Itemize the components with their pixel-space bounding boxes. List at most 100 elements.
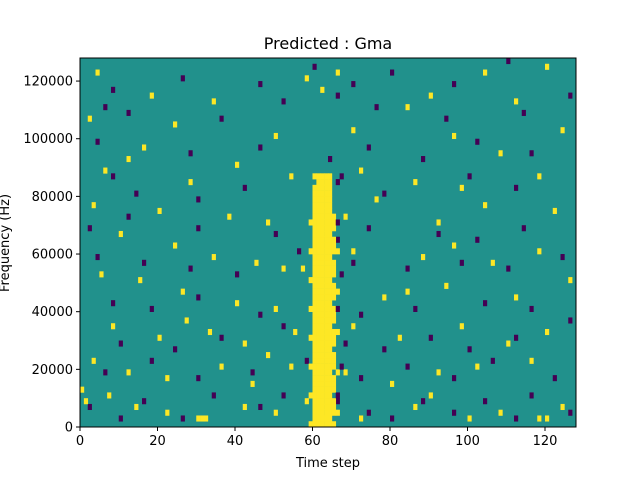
- heatmap-cell-high: [328, 277, 333, 284]
- heatmap-cell-high: [242, 340, 247, 347]
- heatmap-cell-high: [529, 357, 534, 364]
- heatmap-cell-high: [328, 190, 333, 197]
- heatmap-cell-high: [312, 415, 317, 422]
- heatmap-cell-low: [421, 156, 426, 163]
- heatmap-cell-high: [312, 202, 317, 209]
- heatmap-cell-high: [316, 346, 321, 353]
- heatmap-cell-high: [320, 248, 325, 255]
- heatmap-cell-high: [324, 236, 329, 243]
- heatmap-cell-high: [316, 375, 321, 382]
- heatmap-cell-high: [328, 242, 333, 249]
- heatmap-cell-low: [335, 219, 340, 226]
- x-tick-label: 0: [76, 434, 84, 449]
- heatmap-cell-high: [331, 213, 337, 220]
- heatmap-cell-high: [320, 213, 325, 220]
- heatmap-cell-high: [331, 311, 337, 318]
- heatmap-cell-high: [328, 173, 333, 180]
- heatmap-cell-low: [339, 363, 344, 370]
- heatmap-cell-low: [118, 340, 123, 347]
- heatmap-cell-low: [568, 92, 573, 99]
- heatmap-cell-high: [498, 409, 503, 416]
- heatmap-cell-high: [103, 167, 108, 174]
- heatmap-cell-high: [537, 415, 542, 422]
- heatmap-cell-low: [521, 225, 526, 232]
- heatmap-cell-high: [312, 357, 317, 364]
- heatmap-cell-high: [324, 242, 329, 249]
- heatmap-cell-high: [320, 173, 325, 180]
- heatmap-cell-high: [320, 254, 325, 261]
- heatmap-cell-high: [227, 213, 232, 220]
- heatmap-cell-low: [111, 300, 116, 307]
- heatmap-cell-high: [328, 323, 333, 330]
- heatmap-cell-high: [312, 369, 317, 376]
- heatmap-cell-low: [335, 398, 340, 405]
- heatmap-cell-high: [498, 150, 503, 157]
- heatmap-cell-high: [537, 248, 542, 255]
- heatmap-cell-high: [324, 219, 329, 226]
- heatmap-cell-low: [366, 225, 371, 232]
- heatmap-cell-high: [304, 398, 309, 405]
- heatmap-cell-high: [316, 300, 321, 307]
- heatmap-cell-high: [316, 179, 321, 186]
- heatmap-cell-low: [335, 305, 340, 312]
- heatmap-cell-high: [308, 334, 313, 341]
- heatmap-cell-high: [180, 288, 185, 295]
- heatmap-cell-high: [351, 248, 356, 255]
- heatmap-cell-high: [390, 380, 395, 387]
- heatmap-cell-high: [308, 277, 313, 284]
- heatmap-cell-high: [328, 369, 333, 376]
- heatmap-cell-low: [529, 150, 534, 157]
- y-tick-label: 0: [65, 421, 73, 436]
- heatmap-cell-low: [196, 375, 201, 382]
- heatmap-cell-high: [316, 311, 321, 318]
- heatmap-cell-high: [324, 184, 329, 191]
- heatmap-cell-high: [545, 63, 550, 70]
- heatmap-cell-high: [328, 248, 333, 255]
- heatmap-cell-low: [514, 415, 519, 422]
- heatmap-cell-high: [324, 369, 329, 376]
- heatmap-cell-high: [242, 403, 247, 411]
- x-tick-label: 60: [304, 434, 321, 449]
- heatmap-cell-high: [91, 202, 96, 209]
- heatmap-cell-high: [312, 392, 317, 399]
- heatmap-cell-high: [459, 323, 464, 330]
- x-tick-label: 120: [533, 434, 558, 449]
- heatmap-cell-high: [324, 375, 329, 382]
- heatmap-cell-high: [324, 421, 329, 428]
- heatmap-cell-low: [390, 69, 395, 76]
- heatmap-cell-low: [149, 357, 154, 364]
- heatmap-cell-high: [300, 265, 306, 272]
- heatmap-cell-high: [316, 369, 321, 376]
- heatmap-cell-high: [312, 230, 317, 238]
- heatmap-cell-low: [258, 144, 263, 151]
- y-tick-label: 20000: [32, 363, 73, 378]
- heatmap-cell-high: [316, 352, 321, 359]
- heatmap-cell-high: [467, 415, 472, 422]
- heatmap-cell-high: [157, 207, 162, 214]
- heatmap-cells: [80, 58, 573, 428]
- heatmap-cell-high: [324, 173, 329, 180]
- heatmap-cell-high: [320, 242, 325, 249]
- heatmap-cell-high: [320, 311, 325, 318]
- heatmap-cell-high: [235, 300, 240, 307]
- heatmap-cell-low: [521, 109, 526, 116]
- heatmap-cell-high: [324, 352, 329, 359]
- y-tick-label: 60000: [32, 248, 73, 263]
- heatmap-cell-high: [320, 340, 325, 347]
- heatmap-cell-high: [312, 380, 317, 387]
- heatmap-cell-low: [490, 357, 495, 364]
- heatmap-cell-high: [126, 156, 131, 163]
- heatmap-cell-high: [320, 409, 325, 416]
- heatmap-cell-high: [316, 357, 321, 364]
- heatmap-cell-high: [328, 415, 333, 422]
- heatmap-cell-high: [316, 392, 321, 399]
- heatmap-cell-low: [514, 334, 519, 341]
- heatmap-cell-high: [421, 254, 426, 261]
- heatmap-cell-high: [134, 403, 139, 411]
- heatmap-cell-low: [196, 225, 201, 232]
- heatmap-cell-low: [196, 294, 201, 301]
- heatmap-cell-high: [328, 398, 333, 405]
- heatmap-cell-high: [328, 288, 333, 295]
- heatmap-cell-high: [324, 334, 329, 341]
- heatmap-cell-high: [316, 415, 321, 422]
